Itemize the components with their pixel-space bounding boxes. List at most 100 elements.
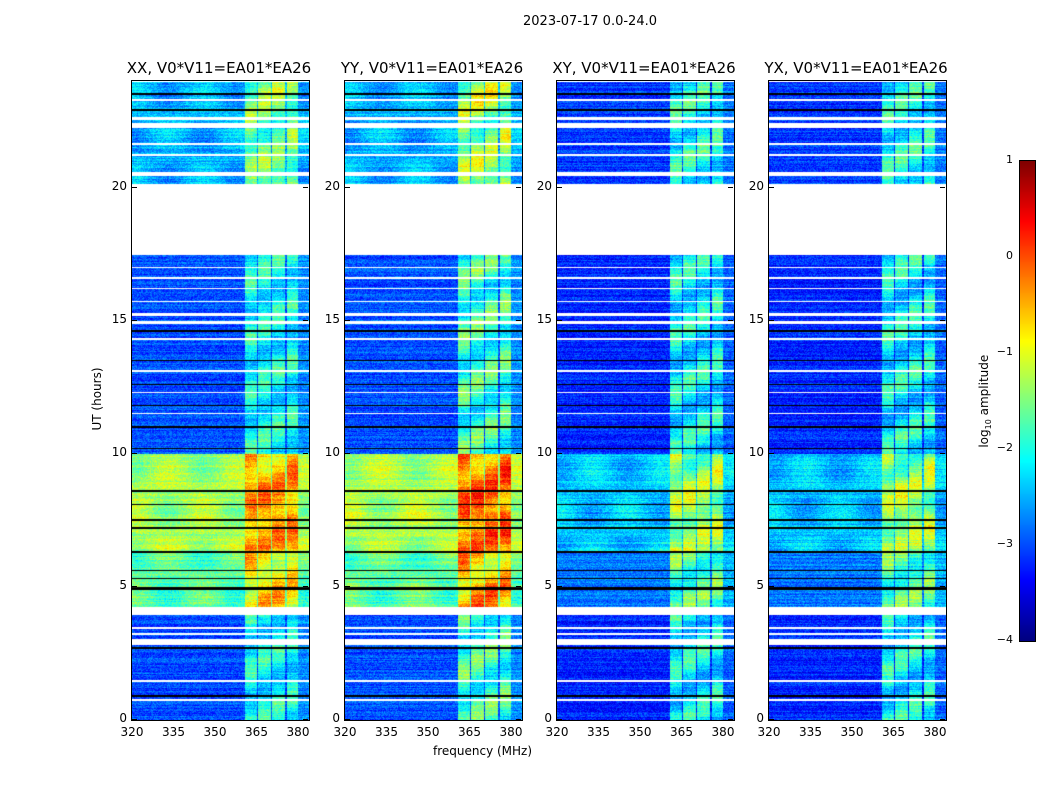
y-tick-mark [345, 319, 350, 321]
y-tick-label: 15 [536, 311, 552, 326]
y-tick-label: 5 [119, 577, 127, 592]
x-tick-label: 335 [587, 725, 610, 739]
panel-title: XX, V0*V11=EA01*EA26 [126, 59, 312, 77]
y-tick-label: 10 [536, 444, 552, 459]
x-tick-label: 350 [203, 725, 227, 739]
x-tick-label: 365 [245, 725, 268, 739]
y-tick-mark [516, 719, 521, 720]
panel-title: YX, V0*V11=EA01*EA26 [764, 59, 948, 77]
y-tick-mark [132, 585, 137, 587]
y-tick-mark [557, 585, 562, 587]
y-tick-mark [940, 186, 945, 188]
y-tick-mark [769, 719, 774, 720]
colorbar-tick-label: −2 [996, 441, 1013, 454]
y-tick-mark [132, 186, 137, 188]
figure-title: 2023-07-17 0.0-24.0 [523, 14, 657, 29]
x-tick-label: 335 [375, 725, 398, 739]
y-tick-label: 5 [332, 577, 340, 592]
x-tick-label: 365 [670, 725, 693, 739]
y-tick-mark [557, 719, 562, 720]
x-tick-label: 380 [286, 725, 310, 739]
x-tick-label: 350 [840, 725, 864, 739]
y-tick-mark [345, 585, 350, 587]
waterfall-panel [768, 80, 947, 721]
heatmap [557, 81, 734, 720]
y-tick-mark [516, 452, 521, 454]
y-tick-mark [516, 186, 521, 188]
y-tick-mark [769, 186, 774, 188]
y-tick-mark [303, 452, 308, 454]
x-tick-label: 320 [333, 725, 357, 739]
colorbar-tick-label: 1 [1006, 153, 1013, 166]
y-tick-mark [728, 452, 733, 454]
y-tick-mark [303, 186, 308, 188]
y-tick-label: 5 [756, 577, 764, 592]
y-tick-label: 20 [536, 178, 552, 193]
y-tick-mark [132, 319, 137, 321]
colorbar-tick-label: 0 [1006, 249, 1013, 262]
x-axis-label: frequency (MHz) [433, 744, 533, 758]
x-tick-label: 335 [799, 725, 822, 739]
y-tick-label: 0 [119, 711, 127, 725]
x-tick-label: 350 [628, 725, 652, 739]
y-tick-label: 5 [544, 577, 552, 592]
y-tick-label: 0 [332, 711, 340, 725]
x-tick-label: 380 [711, 725, 735, 739]
y-tick-mark [303, 319, 308, 321]
y-tick-mark [132, 452, 137, 454]
x-tick-label: 365 [882, 725, 905, 739]
y-tick-mark [769, 585, 774, 587]
y-tick-mark [557, 319, 562, 321]
heatmap [132, 81, 309, 720]
x-tick-label: 320 [757, 725, 781, 739]
y-tick-mark [557, 186, 562, 188]
y-tick-mark [940, 452, 945, 454]
y-tick-label: 0 [544, 711, 552, 725]
y-tick-mark [303, 719, 308, 720]
colorbar-tick-label: −3 [996, 537, 1013, 550]
colorbar-tick-label: −1 [996, 345, 1013, 358]
y-tick-label: 10 [324, 444, 340, 459]
x-tick-label: 380 [923, 725, 947, 739]
y-tick-mark [728, 319, 733, 321]
y-tick-label: 15 [111, 311, 127, 326]
x-tick-label: 320 [545, 725, 569, 739]
y-tick-mark [557, 452, 562, 454]
y-tick-mark [303, 585, 308, 587]
y-tick-label: 20 [748, 178, 764, 193]
x-tick-label: 320 [120, 725, 144, 739]
heatmap [345, 81, 522, 720]
y-tick-mark [769, 319, 774, 321]
y-tick-mark [132, 719, 137, 720]
colorbar-tick-label: −4 [996, 633, 1013, 646]
y-tick-label: 10 [111, 444, 127, 459]
y-tick-mark [728, 585, 733, 587]
x-tick-label: 380 [499, 725, 523, 739]
y-axis-label: UT (hours) [90, 367, 104, 431]
colorbar [1019, 160, 1036, 642]
y-tick-mark [769, 452, 774, 454]
panel-title: XY, V0*V11=EA01*EA26 [552, 59, 736, 77]
y-tick-mark [345, 186, 350, 188]
y-tick-mark [940, 319, 945, 321]
y-tick-label: 0 [756, 711, 764, 725]
y-tick-mark [728, 186, 733, 188]
y-tick-mark [728, 719, 733, 720]
y-tick-label: 15 [748, 311, 764, 326]
y-tick-mark [516, 319, 521, 321]
y-tick-mark [345, 452, 350, 454]
x-tick-label: 350 [416, 725, 440, 739]
waterfall-panel [556, 80, 735, 721]
panel-title: YY, V0*V11=EA01*EA26 [340, 59, 524, 77]
y-tick-mark [516, 585, 521, 587]
waterfall-panel [344, 80, 523, 721]
waterfall-panel [131, 80, 310, 721]
y-tick-label: 20 [111, 178, 127, 193]
y-tick-label: 10 [748, 444, 764, 459]
y-tick-label: 15 [324, 311, 340, 326]
y-tick-label: 20 [324, 178, 340, 193]
x-tick-label: 335 [162, 725, 185, 739]
y-tick-mark [940, 719, 945, 720]
heatmap [769, 81, 946, 720]
y-tick-mark [345, 719, 350, 720]
